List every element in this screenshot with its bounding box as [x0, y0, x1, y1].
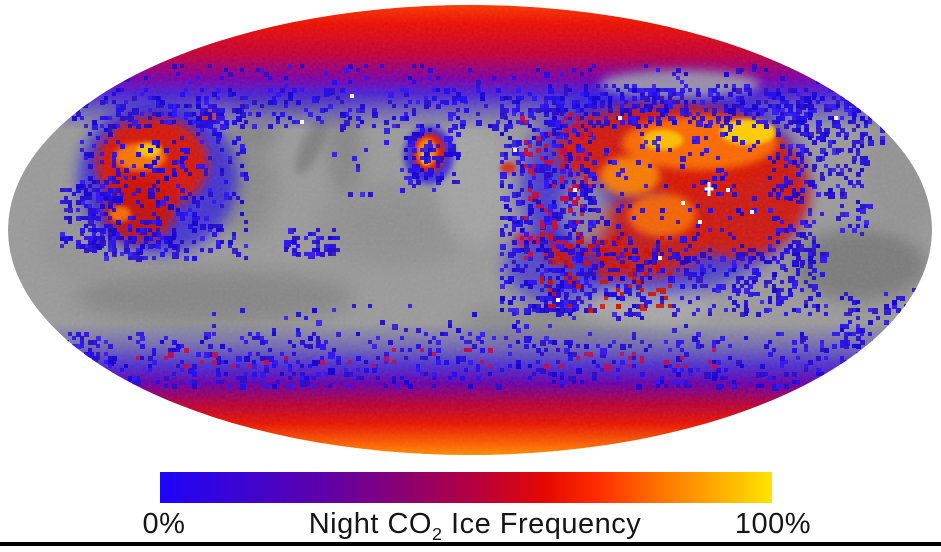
colorbar-title: Night CO2 Ice Frequency: [308, 508, 642, 544]
colorbar-max-label: 100%: [734, 508, 812, 540]
map-clip-group: [8, 5, 932, 455]
colorbar-gradient: [160, 472, 772, 503]
colorbar-min-label: 0%: [142, 508, 186, 540]
colorbar-title-pre: Night CO: [308, 508, 432, 540]
white-dot-layer: [300, 94, 838, 302]
colorbar-title-subscript: 2: [431, 523, 443, 544]
mars-mollweide-map: [8, 5, 932, 455]
colorbar-title-post: Ice Frequency: [442, 508, 642, 540]
cross-marker: [704, 182, 714, 196]
bottom-rule: [0, 542, 941, 546]
speckle-layer: [60, 64, 924, 391]
